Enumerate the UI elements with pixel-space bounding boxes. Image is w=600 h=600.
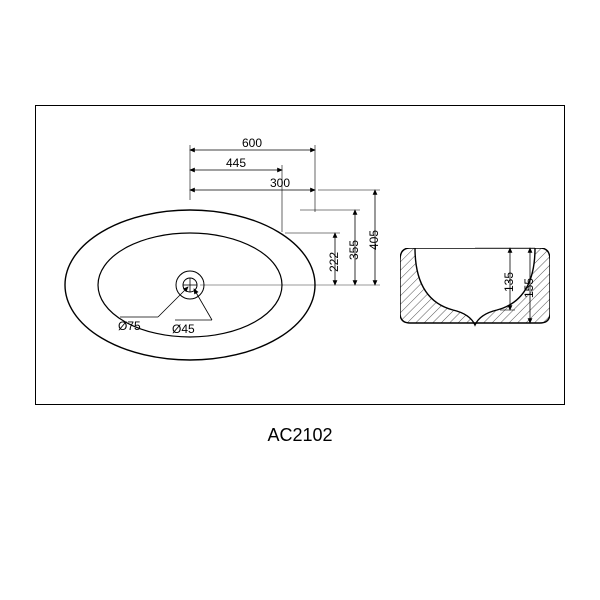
dim-h-445: 445 [190,156,282,170]
dim-v-355: 355 [347,210,361,285]
svg-text:355: 355 [347,240,361,260]
dim-drain-45: Ø45 [172,322,195,336]
svg-text:300: 300 [270,176,290,190]
svg-text:600: 600 [242,136,262,150]
dim-drain-75: Ø75 [118,319,141,333]
dim-h-300: 300 [190,176,315,190]
svg-text:222: 222 [327,252,341,272]
model-id-label: AC2102 [0,425,600,446]
svg-text:405: 405 [367,230,381,250]
dim-h-600: 600 [190,136,315,150]
svg-text:155: 155 [522,278,536,298]
svg-text:135: 135 [502,272,516,292]
drain-diameter-45: Ø45 [172,289,212,336]
dim-section-135: 135 [502,248,516,310]
dim-v-405: 405 [367,190,381,285]
drawing-svg: Ø75 Ø45 600 445 300 [0,0,600,600]
dim-v-222: 222 [327,233,341,285]
top-view: Ø75 Ø45 600 445 300 [65,136,381,360]
svg-text:445: 445 [226,156,246,170]
page-root: Ø75 Ø45 600 445 300 [0,0,600,600]
